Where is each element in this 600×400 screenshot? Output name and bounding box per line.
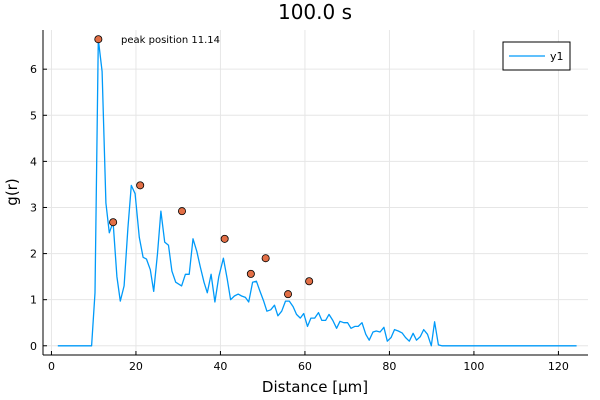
y-tick-label: 4 — [30, 155, 37, 168]
x-tick-label: 40 — [213, 360, 227, 373]
chart-title: 100.0 s — [278, 0, 352, 24]
x-tick-label: 20 — [129, 360, 143, 373]
x-tick-label: 120 — [548, 360, 569, 373]
grid-layer — [43, 30, 588, 355]
peak-marker — [246, 269, 255, 278]
series-line-y1 — [57, 38, 577, 347]
y-tick-label: 0 — [30, 340, 37, 353]
peak-annotation: peak position 11.14 — [121, 35, 220, 46]
markers-layer — [94, 35, 314, 299]
y-tick-label: 6 — [30, 63, 37, 76]
axes-layer — [42, 30, 588, 356]
peak-marker — [305, 277, 314, 286]
ticks-layer: 0 20 40 60 80 100 120 0 1 2 3 4 5 6 — [30, 63, 569, 373]
peak-marker — [109, 218, 118, 227]
y-axis-label: g(r) — [3, 178, 21, 205]
peak-marker — [136, 181, 145, 190]
peak-marker — [220, 234, 229, 243]
y-tick-label: 5 — [30, 109, 37, 122]
legend-label-y1: y1 — [550, 50, 564, 63]
x-tick-label: 60 — [298, 360, 312, 373]
peak-marker — [284, 290, 293, 299]
x-tick-label: 80 — [382, 360, 396, 373]
peak-marker — [261, 254, 270, 263]
peak-marker — [94, 35, 103, 44]
legend: y1 — [502, 41, 571, 71]
y-tick-label: 2 — [30, 248, 37, 261]
x-tick-label: 0 — [48, 360, 55, 373]
x-tick-label: 100 — [463, 360, 484, 373]
series-layer — [57, 38, 577, 347]
y-tick-label: 3 — [30, 201, 37, 214]
peak-marker — [177, 207, 186, 216]
y-tick-label: 1 — [30, 294, 37, 307]
x-axis-label: Distance [μm] — [262, 378, 368, 396]
